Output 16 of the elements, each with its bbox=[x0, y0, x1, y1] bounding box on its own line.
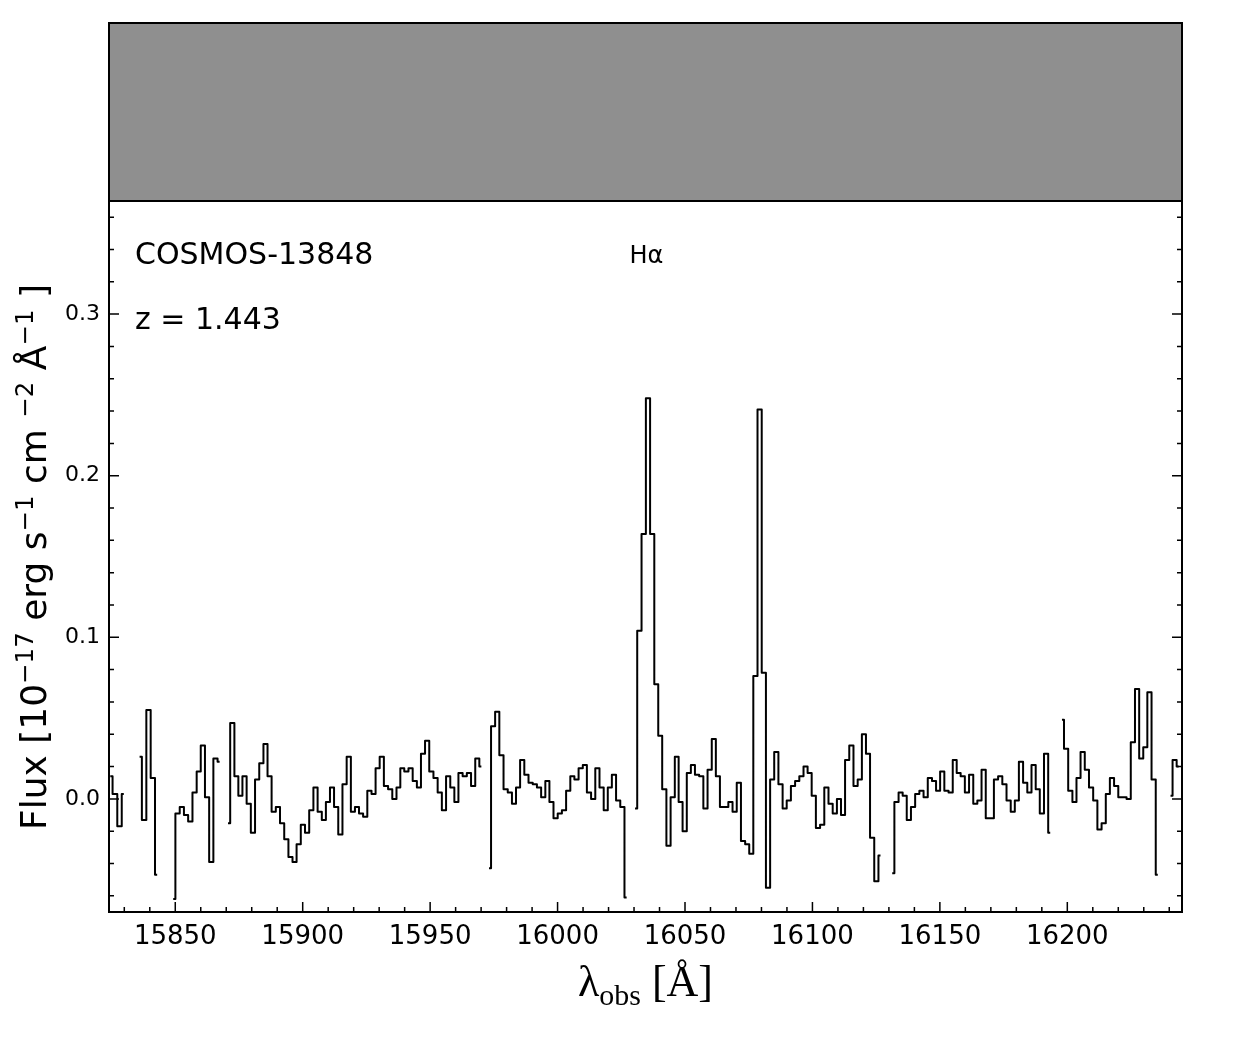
x-tick-label: 16000 bbox=[516, 920, 599, 951]
x-tick-label: 16150 bbox=[898, 920, 982, 951]
x-tick-label: 15850 bbox=[133, 920, 217, 951]
annotation: z = 1.443 bbox=[135, 300, 281, 336]
annotation: Hα bbox=[629, 241, 664, 270]
annotation: COSMOS-13848 bbox=[135, 235, 374, 271]
x-axis-title: λ$_{obs}$ [Å] bbox=[578, 956, 713, 1013]
x-tick-label: 15950 bbox=[388, 920, 472, 951]
y-tick-label: 0.3 bbox=[65, 299, 100, 325]
x-tick-label: 15900 bbox=[261, 920, 345, 951]
y-tick-label: 0.2 bbox=[65, 461, 100, 487]
y-tick-label: 0.0 bbox=[65, 784, 100, 810]
x-tick-label: 16050 bbox=[643, 920, 727, 951]
x-tick-label: 16200 bbox=[1025, 920, 1109, 951]
y-tick-label: 0.1 bbox=[65, 623, 100, 649]
x-tick-label: 16100 bbox=[771, 920, 854, 951]
